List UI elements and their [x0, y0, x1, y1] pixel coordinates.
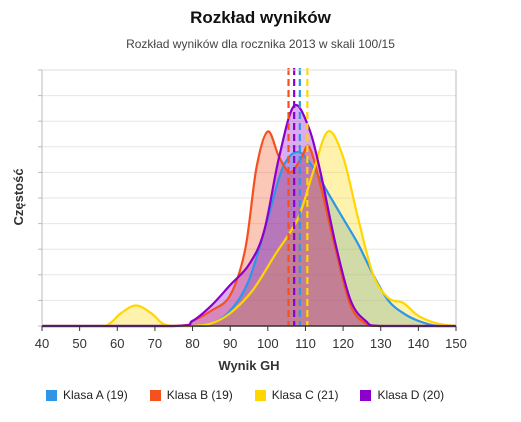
series-line-3	[42, 130, 457, 328]
legend-label: Klasa B (19)	[166, 388, 233, 402]
x-tick-label: 60	[110, 336, 124, 351]
series-line-4	[42, 103, 456, 328]
x-tick-label: 50	[72, 336, 86, 351]
x-tick-label: 70	[148, 336, 162, 351]
x-tick-label: 40	[35, 336, 49, 351]
series-area-1	[42, 151, 456, 326]
legend-label: Klasa A (19)	[63, 388, 128, 402]
legend-item-3[interactable]: Klasa C (21)	[254, 388, 339, 402]
legend-swatch	[46, 389, 57, 401]
mean-lines	[287, 68, 309, 326]
legend-item-4[interactable]: Klasa D (20)	[360, 388, 444, 402]
legend-swatch	[149, 389, 161, 401]
legend-label: Klasa C (21)	[271, 388, 339, 402]
series-area-4	[42, 105, 456, 326]
y-axis-label: Częstość	[11, 168, 26, 225]
legend-item-1[interactable]: Klasa A (19)	[46, 388, 128, 402]
legend-label: Klasa D (20)	[377, 388, 445, 402]
chart-subtitle: Rozkład wyników dla rocznika 2013 w skal…	[126, 37, 395, 51]
legend-swatch	[254, 389, 266, 401]
axes: 40 50 60 70 80 90 100 110 120 130 140 150	[35, 69, 467, 351]
series-lines	[42, 103, 457, 328]
x-axis-label: Wynik GH	[218, 358, 279, 373]
series-area-3	[42, 131, 456, 326]
chart-title: Rozkład wyników	[190, 8, 331, 27]
legend: Klasa A (19) Klasa B (19) Klasa C (21) Klas…	[46, 388, 444, 402]
x-tick-label: 100	[257, 336, 279, 351]
x-tick-label: 120	[332, 336, 354, 351]
x-tick-label: 90	[223, 336, 237, 351]
x-tick-label: 80	[185, 336, 199, 351]
x-tick-label: 130	[370, 336, 392, 351]
x-tick-label: 140	[408, 336, 430, 351]
series-line-2	[42, 130, 456, 328]
legend-item-2[interactable]: Klasa B (19)	[149, 388, 233, 402]
chart-plot: 40 50 60 70 80 90 100 110 120 130 140 150 Częstość …	[11, 68, 467, 373]
series-areas	[42, 105, 456, 326]
legend-swatch	[360, 389, 372, 401]
x-tick-label: 150	[445, 336, 467, 351]
x-tick-label: 110	[295, 336, 316, 351]
